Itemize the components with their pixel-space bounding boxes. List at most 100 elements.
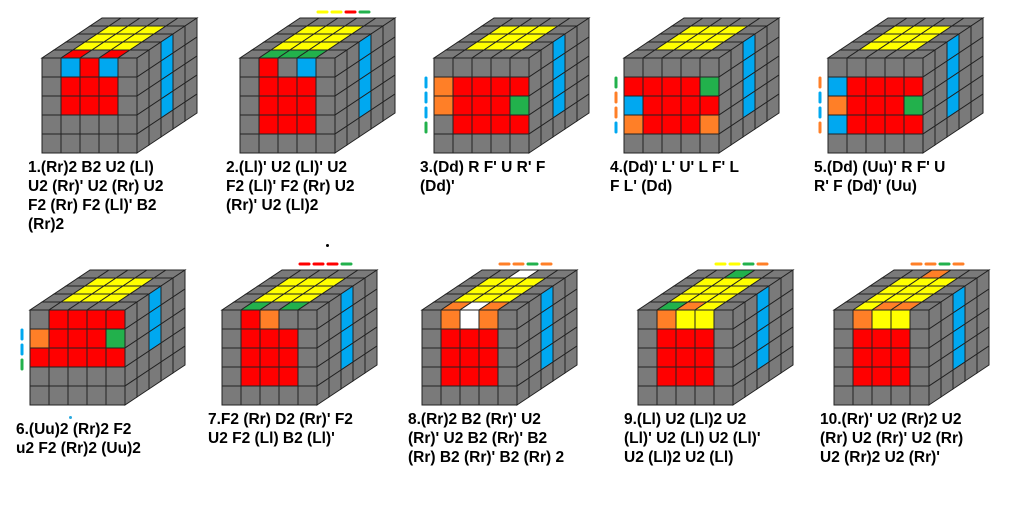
front-sticker bbox=[105, 347, 126, 368]
front-sticker bbox=[833, 366, 854, 387]
front-sticker bbox=[79, 95, 100, 116]
front-sticker bbox=[852, 385, 873, 406]
front-sticker bbox=[642, 95, 663, 116]
algorithm-line: F2 (Rr) F2 (Ll)' B2 bbox=[28, 197, 157, 214]
front-sticker bbox=[680, 95, 701, 116]
front-sticker bbox=[865, 57, 886, 78]
front-sticker bbox=[48, 385, 69, 406]
front-sticker bbox=[637, 328, 658, 349]
front-sticker bbox=[277, 133, 298, 154]
front-sticker bbox=[890, 366, 911, 387]
front-sticker bbox=[259, 309, 280, 330]
front-sticker bbox=[240, 309, 261, 330]
front-sticker bbox=[278, 347, 299, 368]
front-sticker bbox=[297, 328, 318, 349]
front-sticker bbox=[478, 366, 499, 387]
front-sticker bbox=[478, 309, 499, 330]
front-sticker bbox=[865, 133, 886, 154]
front-sticker bbox=[459, 309, 480, 330]
front-sticker bbox=[278, 328, 299, 349]
front-sticker bbox=[433, 57, 454, 78]
stray-dot bbox=[326, 244, 329, 247]
front-sticker bbox=[86, 328, 107, 349]
algorithm-line: 10.(Rr)' U2 (Rr)2 U2 bbox=[820, 411, 962, 428]
front-sticker bbox=[827, 76, 848, 97]
front-sticker bbox=[421, 347, 442, 368]
front-sticker bbox=[60, 76, 81, 97]
front-sticker bbox=[421, 328, 442, 349]
front-sticker bbox=[661, 57, 682, 78]
side-sticker bbox=[564, 345, 578, 374]
front-sticker bbox=[903, 76, 924, 97]
front-sticker bbox=[296, 95, 317, 116]
algorithm-line: (Rr)2 bbox=[28, 216, 65, 233]
front-sticker bbox=[221, 366, 242, 387]
front-sticker bbox=[661, 76, 682, 97]
algorithm-text: 8.(Rr)2 B2 (Rr)' U2 (Rr)' U2 B2 (Rr)' B2 (… bbox=[408, 410, 564, 467]
front-sticker bbox=[713, 309, 734, 330]
front-sticker bbox=[909, 366, 930, 387]
front-sticker bbox=[86, 366, 107, 387]
front-sticker bbox=[440, 328, 461, 349]
front-sticker bbox=[79, 133, 100, 154]
front-sticker bbox=[29, 347, 50, 368]
front-sticker bbox=[833, 309, 854, 330]
front-sticker bbox=[852, 309, 873, 330]
front-sticker bbox=[86, 385, 107, 406]
cube-diagram bbox=[818, 17, 985, 154]
algorithm-line: u2 F2 (Rr)2 (Uu)2 bbox=[16, 440, 141, 457]
front-sticker bbox=[315, 114, 336, 135]
front-sticker bbox=[315, 133, 336, 154]
front-sticker bbox=[296, 133, 317, 154]
front-sticker bbox=[79, 57, 100, 78]
algorithm-line: U2 (Rr)' U2 (Rr) U2 bbox=[28, 178, 164, 195]
front-sticker bbox=[60, 57, 81, 78]
front-sticker bbox=[871, 366, 892, 387]
front-sticker bbox=[221, 385, 242, 406]
front-sticker bbox=[29, 385, 50, 406]
front-sticker bbox=[60, 133, 81, 154]
front-sticker bbox=[277, 76, 298, 97]
front-sticker bbox=[29, 366, 50, 387]
front-sticker bbox=[852, 366, 873, 387]
front-sticker bbox=[699, 114, 720, 135]
algorithm-line: 8.(Rr)2 B2 (Rr)' U2 bbox=[408, 411, 541, 428]
cube-diagram bbox=[40, 17, 199, 154]
side-sticker bbox=[780, 345, 794, 374]
front-sticker bbox=[846, 114, 867, 135]
front-sticker bbox=[699, 133, 720, 154]
front-sticker bbox=[471, 57, 492, 78]
front-sticker bbox=[297, 309, 318, 330]
front-sticker bbox=[239, 57, 260, 78]
front-sticker bbox=[79, 76, 100, 97]
front-sticker bbox=[846, 133, 867, 154]
front-sticker bbox=[833, 347, 854, 368]
front-sticker bbox=[680, 133, 701, 154]
front-sticker bbox=[117, 95, 138, 116]
front-sticker bbox=[48, 309, 69, 330]
front-sticker bbox=[846, 95, 867, 116]
front-sticker bbox=[656, 328, 677, 349]
front-sticker bbox=[67, 347, 88, 368]
front-sticker bbox=[909, 385, 930, 406]
front-sticker bbox=[258, 133, 279, 154]
algorithm-line: 5.(Dd) (Uu)' R F' U bbox=[814, 159, 946, 176]
front-sticker bbox=[490, 57, 511, 78]
front-sticker bbox=[884, 133, 905, 154]
front-sticker bbox=[98, 95, 119, 116]
front-sticker bbox=[478, 347, 499, 368]
algorithm-line: U2 (Rr)2 U2 (Rr)' bbox=[820, 449, 940, 466]
front-sticker bbox=[623, 133, 644, 154]
front-sticker bbox=[637, 366, 658, 387]
front-sticker bbox=[67, 385, 88, 406]
front-sticker bbox=[433, 95, 454, 116]
front-sticker bbox=[440, 366, 461, 387]
front-sticker bbox=[675, 328, 696, 349]
front-sticker bbox=[675, 366, 696, 387]
front-sticker bbox=[48, 366, 69, 387]
front-sticker bbox=[41, 57, 62, 78]
front-sticker bbox=[60, 114, 81, 135]
front-sticker bbox=[315, 57, 336, 78]
front-sticker bbox=[258, 114, 279, 135]
front-sticker bbox=[67, 309, 88, 330]
